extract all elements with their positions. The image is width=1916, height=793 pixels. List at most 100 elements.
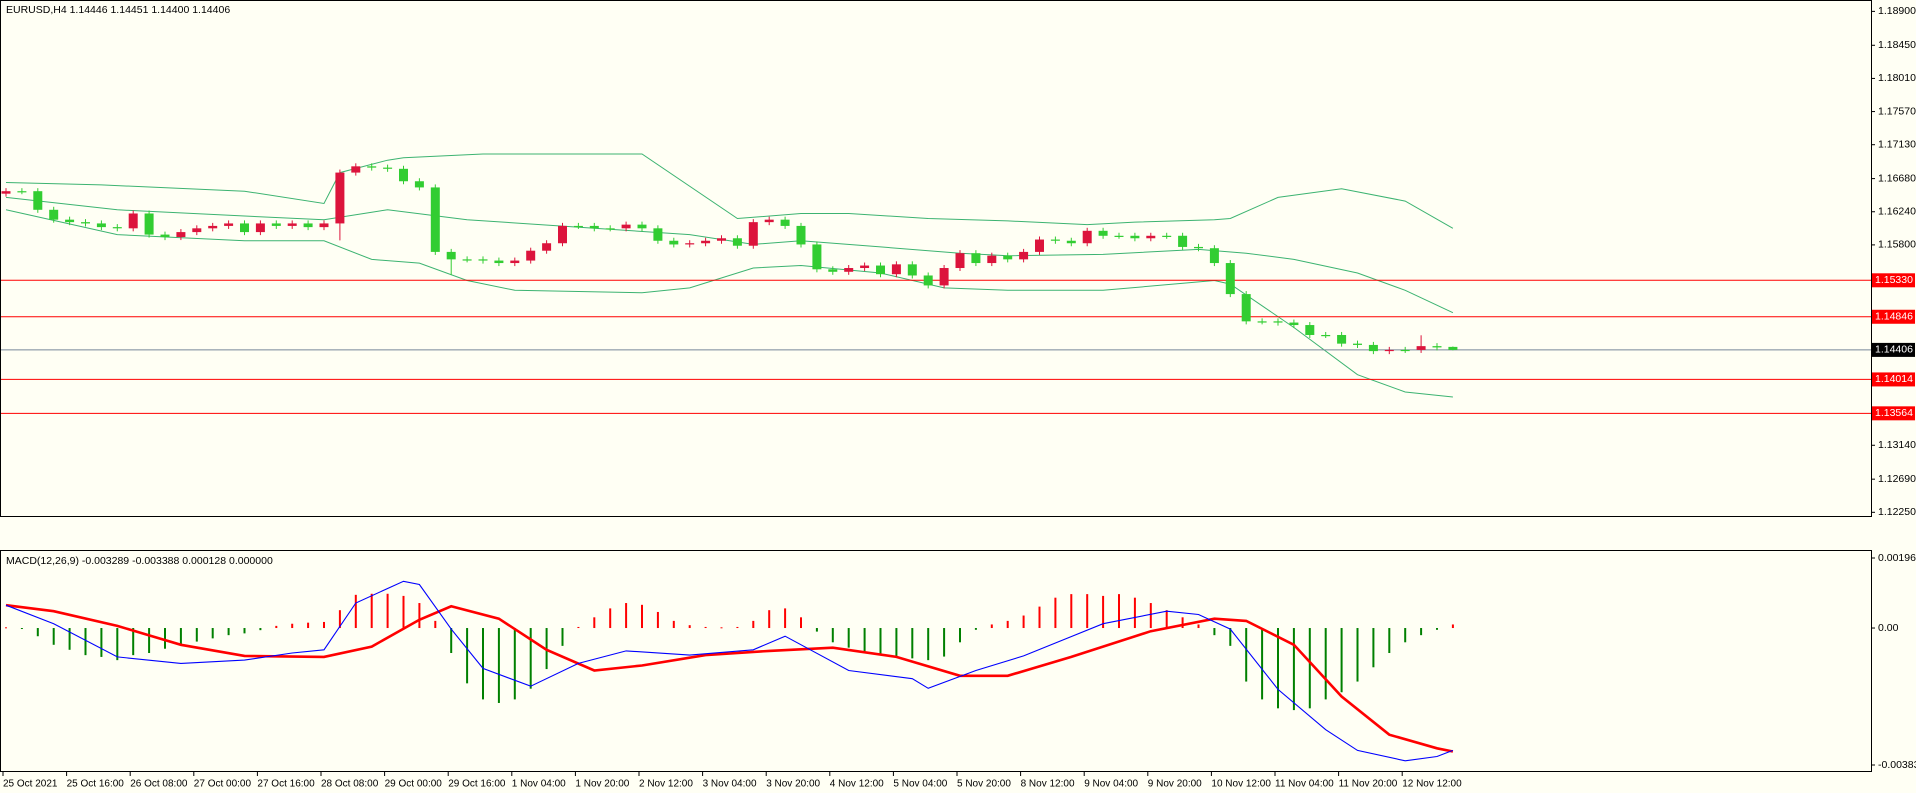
- candle-body: [685, 243, 695, 245]
- candle-body: [128, 213, 138, 229]
- macd-bar: [784, 608, 787, 629]
- x-tick-label: 29 Oct 00:00: [385, 779, 443, 790]
- candle-body: [478, 259, 488, 261]
- macd-bar: [1102, 595, 1105, 629]
- macd-bar: [656, 611, 659, 629]
- price-level-tag: [1872, 342, 1915, 357]
- macd-bar: [132, 628, 135, 656]
- macd-bar: [1070, 594, 1073, 629]
- candle-body: [1082, 230, 1092, 244]
- macd-bar: [1181, 617, 1184, 629]
- candle-body: [987, 255, 997, 264]
- candle-body: [33, 191, 43, 210]
- candle-body: [1146, 235, 1156, 239]
- macd-bar: [227, 628, 230, 636]
- candle-body: [112, 227, 122, 229]
- candle-body: [796, 225, 806, 245]
- macd-bar: [1420, 628, 1423, 636]
- macd-bar: [195, 628, 198, 642]
- candle-body: [1368, 344, 1378, 352]
- candle-body: [923, 275, 933, 286]
- candle-body: [876, 265, 885, 275]
- candle-body: [319, 223, 329, 228]
- candle-body: [81, 222, 90, 224]
- macd-bar: [1261, 628, 1264, 700]
- candle-body: [1384, 349, 1394, 352]
- macd-bar: [863, 628, 866, 652]
- macd-bar: [720, 627, 723, 629]
- candle-body: [701, 240, 711, 244]
- price-panel: [0, 0, 1872, 517]
- macd-bar: [434, 620, 437, 629]
- y-tick-label: 1.17130: [1878, 138, 1916, 150]
- candle-body: [542, 243, 552, 251]
- candle-body: [621, 224, 631, 229]
- macd-bar: [959, 628, 961, 643]
- macd-bar: [259, 628, 262, 631]
- x-tick-label: 29 Oct 16:00: [448, 779, 506, 790]
- macd-bar: [1229, 628, 1232, 646]
- x-tick-label: 25 Oct 16:00: [67, 779, 125, 790]
- macd-bar: [1245, 628, 1248, 682]
- candle-body: [1225, 263, 1235, 295]
- macd-bar: [1006, 620, 1009, 629]
- macd-bar: [1277, 628, 1279, 709]
- candle-body: [160, 234, 170, 238]
- candle-body: [1114, 235, 1124, 237]
- candle-body: [637, 224, 647, 229]
- candle-body: [1353, 343, 1362, 345]
- candle-body: [287, 223, 297, 226]
- macd-bar: [593, 617, 596, 629]
- candle-body: [240, 223, 249, 233]
- y-tick-label: 1.18010: [1878, 72, 1916, 84]
- price-level-tag: [1872, 372, 1915, 387]
- x-tick-label: 9 Nov 04:00: [1084, 779, 1138, 790]
- x-tick-label: 11 Nov 20:00: [1339, 779, 1398, 790]
- candle-body: [1305, 325, 1315, 335]
- macd-bar: [609, 608, 612, 629]
- candle-body: [844, 268, 854, 272]
- x-tick-label: 1 Nov 20:00: [575, 779, 629, 790]
- x-tick-label: 28 Oct 08:00: [321, 779, 379, 790]
- macd-bar: [100, 628, 103, 657]
- macd-bar: [752, 620, 755, 629]
- candle-body: [65, 219, 75, 223]
- macd-bar: [672, 620, 675, 629]
- macd-bar: [84, 628, 87, 656]
- macd-bar: [974, 628, 977, 630]
- macd-bar: [1324, 628, 1327, 700]
- macd-bar: [561, 628, 564, 646]
- x-tick-label: 27 Oct 16:00: [257, 779, 315, 790]
- macd-panel: [0, 550, 1872, 772]
- macd-bar: [1213, 628, 1216, 636]
- candle-body: [764, 219, 774, 223]
- candle-body: [462, 259, 472, 261]
- macd-bar: [688, 625, 691, 629]
- macd-bar: [450, 628, 453, 654]
- macd-bar: [497, 628, 500, 703]
- candle-body: [828, 269, 838, 272]
- signal-line: [5, 603, 1454, 753]
- macd-bar: [1086, 594, 1089, 629]
- x-tick-label: 1 Nov 04:00: [512, 779, 566, 790]
- candle-body: [1337, 334, 1347, 344]
- candle-body: [1432, 346, 1442, 348]
- candle-body: [653, 228, 663, 241]
- y-tick-label: 1.18450: [1878, 39, 1916, 51]
- macd-bar: [1054, 597, 1057, 629]
- macd-bar: [1038, 606, 1041, 629]
- macd-bar: [243, 628, 246, 634]
- candle-body: [144, 213, 154, 235]
- macd-bar: [116, 628, 119, 661]
- candle-body: [1273, 321, 1283, 323]
- x-tick-label: 9 Nov 20:00: [1148, 779, 1202, 790]
- macd-bar: [52, 628, 55, 645]
- macd-bar: [895, 628, 898, 657]
- candle-body: [1194, 246, 1203, 249]
- candle-body: [49, 209, 59, 220]
- candle-body: [1178, 235, 1188, 247]
- candle-body: [669, 240, 679, 245]
- price-level-label: 1.15330: [1875, 274, 1913, 286]
- macd-bar: [418, 603, 421, 629]
